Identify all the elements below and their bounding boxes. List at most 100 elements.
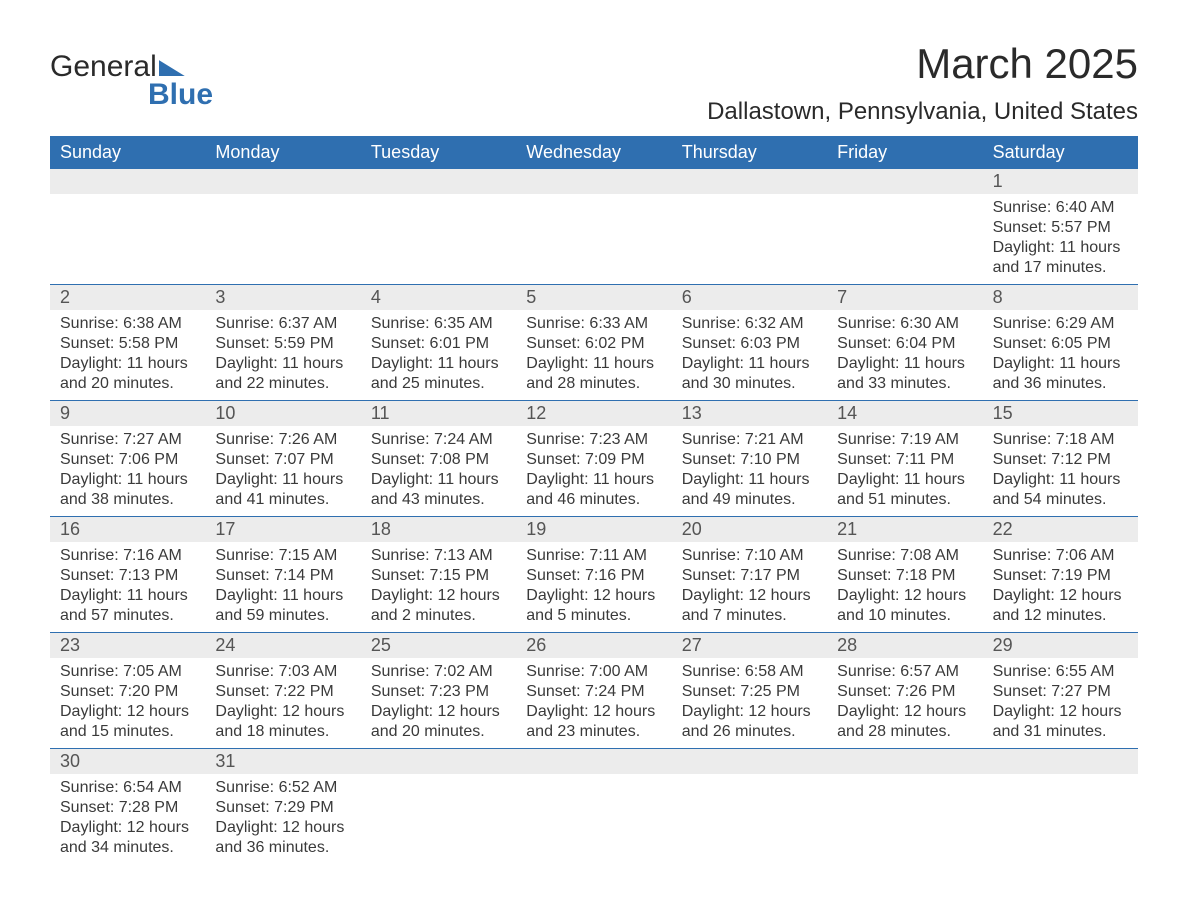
daylight-text: Daylight: 12 hours and 5 minutes. [526,586,661,626]
day-number [361,749,516,774]
day-number: 27 [672,633,827,658]
day-details: Sunrise: 6:52 AMSunset: 7:29 PMDaylight:… [205,774,360,864]
details-row: Sunrise: 7:27 AMSunset: 7:06 PMDaylight:… [50,426,1138,516]
sunset-text: Sunset: 7:08 PM [371,450,506,470]
daylight-text: Daylight: 11 hours and 38 minutes. [60,470,195,510]
sunrise-text: Sunrise: 6:57 AM [837,662,972,682]
daylight-text: Daylight: 11 hours and 49 minutes. [682,470,817,510]
day-details [827,774,982,864]
day-details: Sunrise: 7:15 AMSunset: 7:14 PMDaylight:… [205,542,360,632]
daylight-text: Daylight: 11 hours and 59 minutes. [215,586,350,626]
month-title: March 2025 [707,40,1138,88]
day-number: 7 [827,285,982,310]
day-details: Sunrise: 7:13 AMSunset: 7:15 PMDaylight:… [361,542,516,632]
daylight-text: Daylight: 11 hours and 51 minutes. [837,470,972,510]
header: General Blue March 2025 Dallastown, Penn… [50,40,1138,126]
daylight-text: Daylight: 12 hours and 23 minutes. [526,702,661,742]
sunrise-text: Sunrise: 7:05 AM [60,662,195,682]
day-details: Sunrise: 7:24 AMSunset: 7:08 PMDaylight:… [361,426,516,516]
day-details: Sunrise: 6:58 AMSunset: 7:25 PMDaylight:… [672,658,827,748]
day-header-cell: Sunday [50,136,205,169]
day-details: Sunrise: 6:54 AMSunset: 7:28 PMDaylight:… [50,774,205,864]
day-details: Sunrise: 6:55 AMSunset: 7:27 PMDaylight:… [983,658,1138,748]
details-row: Sunrise: 6:40 AMSunset: 5:57 PMDaylight:… [50,194,1138,284]
sunrise-text: Sunrise: 6:38 AM [60,314,195,334]
day-details: Sunrise: 7:18 AMSunset: 7:12 PMDaylight:… [983,426,1138,516]
sunset-text: Sunset: 7:09 PM [526,450,661,470]
day-details: Sunrise: 6:32 AMSunset: 6:03 PMDaylight:… [672,310,827,400]
day-number [50,169,205,194]
sunrise-text: Sunrise: 6:32 AM [682,314,817,334]
sunset-text: Sunset: 7:10 PM [682,450,817,470]
sunset-text: Sunset: 7:11 PM [837,450,972,470]
day-number [361,169,516,194]
day-number [516,169,671,194]
day-number: 24 [205,633,360,658]
day-number: 3 [205,285,360,310]
day-number [672,169,827,194]
sunrise-text: Sunrise: 6:35 AM [371,314,506,334]
day-details [205,194,360,284]
daylight-text: Daylight: 11 hours and 54 minutes. [993,470,1128,510]
logo-text-blue: Blue [148,78,213,112]
sunset-text: Sunset: 6:01 PM [371,334,506,354]
day-number: 1 [983,169,1138,194]
details-row: Sunrise: 7:16 AMSunset: 7:13 PMDaylight:… [50,542,1138,632]
sunrise-text: Sunrise: 7:00 AM [526,662,661,682]
daylight-text: Daylight: 12 hours and 31 minutes. [993,702,1128,742]
sunset-text: Sunset: 7:13 PM [60,566,195,586]
day-header-cell: Thursday [672,136,827,169]
day-number: 28 [827,633,982,658]
sunrise-text: Sunrise: 7:19 AM [837,430,972,450]
day-details: Sunrise: 7:06 AMSunset: 7:19 PMDaylight:… [983,542,1138,632]
daylight-text: Daylight: 12 hours and 28 minutes. [837,702,972,742]
day-number: 18 [361,517,516,542]
daynum-row: 2345678 [50,284,1138,310]
sunrise-text: Sunrise: 7:08 AM [837,546,972,566]
day-details [827,194,982,284]
details-row: Sunrise: 6:38 AMSunset: 5:58 PMDaylight:… [50,310,1138,400]
sunset-text: Sunset: 7:16 PM [526,566,661,586]
day-number: 12 [516,401,671,426]
day-details [361,194,516,284]
sunrise-text: Sunrise: 7:16 AM [60,546,195,566]
day-number: 29 [983,633,1138,658]
sunset-text: Sunset: 7:07 PM [215,450,350,470]
sunrise-text: Sunrise: 7:15 AM [215,546,350,566]
day-number: 17 [205,517,360,542]
day-number: 4 [361,285,516,310]
day-header-cell: Wednesday [516,136,671,169]
sunset-text: Sunset: 7:25 PM [682,682,817,702]
daylight-text: Daylight: 11 hours and 57 minutes. [60,586,195,626]
day-details: Sunrise: 7:02 AMSunset: 7:23 PMDaylight:… [361,658,516,748]
daylight-text: Daylight: 12 hours and 18 minutes. [215,702,350,742]
sunset-text: Sunset: 7:15 PM [371,566,506,586]
sunrise-text: Sunrise: 7:18 AM [993,430,1128,450]
daylight-text: Daylight: 11 hours and 46 minutes. [526,470,661,510]
day-details [516,194,671,284]
sunset-text: Sunset: 5:58 PM [60,334,195,354]
day-details [361,774,516,864]
logo-text-general: General [50,50,157,84]
sunset-text: Sunset: 7:19 PM [993,566,1128,586]
day-details [672,194,827,284]
daylight-text: Daylight: 12 hours and 2 minutes. [371,586,506,626]
daylight-text: Daylight: 11 hours and 20 minutes. [60,354,195,394]
sunset-text: Sunset: 6:05 PM [993,334,1128,354]
day-header-cell: Tuesday [361,136,516,169]
daylight-text: Daylight: 11 hours and 43 minutes. [371,470,506,510]
day-details: Sunrise: 6:35 AMSunset: 6:01 PMDaylight:… [361,310,516,400]
day-number: 31 [205,749,360,774]
day-number: 19 [516,517,671,542]
daynum-row: 1 [50,169,1138,194]
day-details: Sunrise: 6:57 AMSunset: 7:26 PMDaylight:… [827,658,982,748]
sunrise-text: Sunrise: 7:13 AM [371,546,506,566]
daylight-text: Daylight: 11 hours and 41 minutes. [215,470,350,510]
day-details: Sunrise: 7:08 AMSunset: 7:18 PMDaylight:… [827,542,982,632]
day-number: 22 [983,517,1138,542]
sunrise-text: Sunrise: 7:23 AM [526,430,661,450]
sunrise-text: Sunrise: 6:30 AM [837,314,972,334]
day-details: Sunrise: 7:26 AMSunset: 7:07 PMDaylight:… [205,426,360,516]
location-text: Dallastown, Pennsylvania, United States [707,98,1138,126]
day-details: Sunrise: 6:30 AMSunset: 6:04 PMDaylight:… [827,310,982,400]
